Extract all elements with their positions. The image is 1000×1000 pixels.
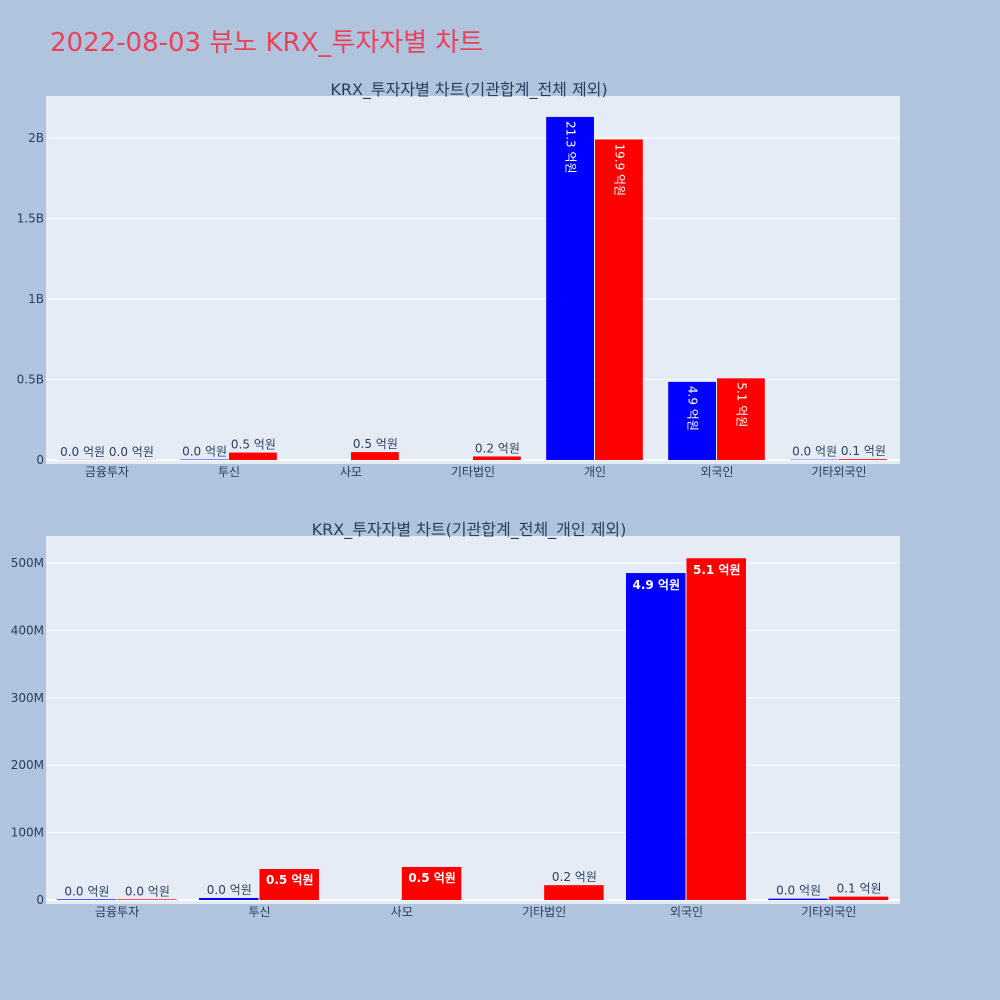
y-tick-label: 500M (11, 556, 44, 570)
x-tick-label: 기타법인 (522, 905, 566, 919)
bar (828, 896, 889, 900)
bar (668, 381, 716, 460)
data-label: 5.1 억원 (693, 563, 741, 577)
data-label: 0.5 억원 (353, 437, 398, 451)
data-label: 0.0 억원 (776, 884, 821, 898)
x-tick-label: 외국인 (700, 465, 733, 479)
data-label: 0.5 억원 (231, 438, 276, 452)
data-label: 0.0 억원 (182, 445, 227, 459)
y-tick-label: 400M (11, 623, 44, 637)
y-tick-label: 300M (11, 691, 44, 705)
chart-title: KRX_투자자별 차트(기관합계_전체_개인 제외) (312, 520, 627, 540)
y-tick-label: 200M (11, 758, 44, 772)
y-tick-label: 2B (28, 131, 44, 145)
bar (839, 459, 887, 460)
bar (473, 456, 521, 460)
chart-2: 0 100M 200M 300M 400M 500M KRX_투자자별 차트(기관합계_전체… (11, 520, 900, 919)
bar (199, 897, 259, 900)
data-label: 0.2 억원 (475, 441, 520, 455)
data-label: 0.0 억원 (64, 884, 109, 898)
plot-area (46, 96, 900, 464)
x-tick-label: 투신 (248, 905, 270, 919)
bar (595, 139, 643, 460)
x-tick-label: 사모 (391, 905, 413, 919)
y-tick-label: 1B (28, 292, 44, 306)
x-tick-label: 기타법인 (451, 465, 495, 479)
bar (686, 558, 746, 900)
bar (544, 885, 604, 900)
data-label: 21.3 억원 (564, 121, 578, 174)
data-label: 0.2 억원 (552, 870, 597, 884)
plot-area (46, 536, 900, 904)
data-label: 4.9 억원 (686, 386, 700, 431)
data-label: 4.9 억원 (632, 578, 680, 592)
data-label: 0.0 억원 (792, 445, 837, 459)
bar (768, 898, 828, 900)
bar (401, 866, 462, 900)
bar (259, 868, 319, 900)
x-tick-label: 금융투자 (95, 905, 139, 919)
y-tick-label: 0 (36, 893, 44, 907)
y-tick-label: 0.5B (17, 372, 44, 386)
y-tick-label: 100M (11, 826, 44, 840)
bar (56, 899, 117, 900)
chart-1: 0 0.5B 1B 1.5B 2B KRX_투자자별 차트(기관합계_전체 제외) 금융투자… (17, 80, 900, 479)
page-title: 2022-08-03 뷰노 KRX_투자자별 차트 (50, 28, 484, 58)
y-tick-label: 1.5B (17, 211, 44, 225)
data-label: 0.5 억원 (266, 873, 314, 887)
x-tick-label: 개인 (584, 465, 606, 479)
bar (717, 378, 765, 460)
data-label: 5.1 억원 (734, 382, 748, 427)
x-tick-label: 사모 (340, 465, 362, 479)
x-tick-label: 기타외국인 (811, 465, 866, 479)
bar (117, 899, 177, 900)
x-tick-label: 외국인 (670, 905, 703, 919)
chart-title: KRX_투자자별 차트(기관합계_전체 제외) (330, 80, 607, 100)
data-label: 0.1 억원 (837, 882, 882, 896)
data-label: 0.0 억원 (60, 445, 105, 459)
x-tick-label: 금융투자 (85, 465, 129, 479)
bar (229, 452, 277, 460)
bar (546, 116, 594, 460)
bar (351, 452, 399, 460)
x-tick-label: 투신 (218, 465, 240, 479)
data-label: 19.9 억원 (612, 143, 626, 196)
data-label: 0.1 억원 (841, 444, 886, 458)
y-tick-label: 0 (36, 453, 44, 467)
bar (626, 573, 686, 900)
x-tick-label: 기타외국인 (801, 905, 856, 919)
data-label: 0.5 억원 (408, 871, 456, 885)
data-label: 0.0 억원 (207, 883, 252, 897)
data-label: 0.0 억원 (109, 445, 154, 459)
data-label: 0.0 억원 (125, 884, 170, 898)
